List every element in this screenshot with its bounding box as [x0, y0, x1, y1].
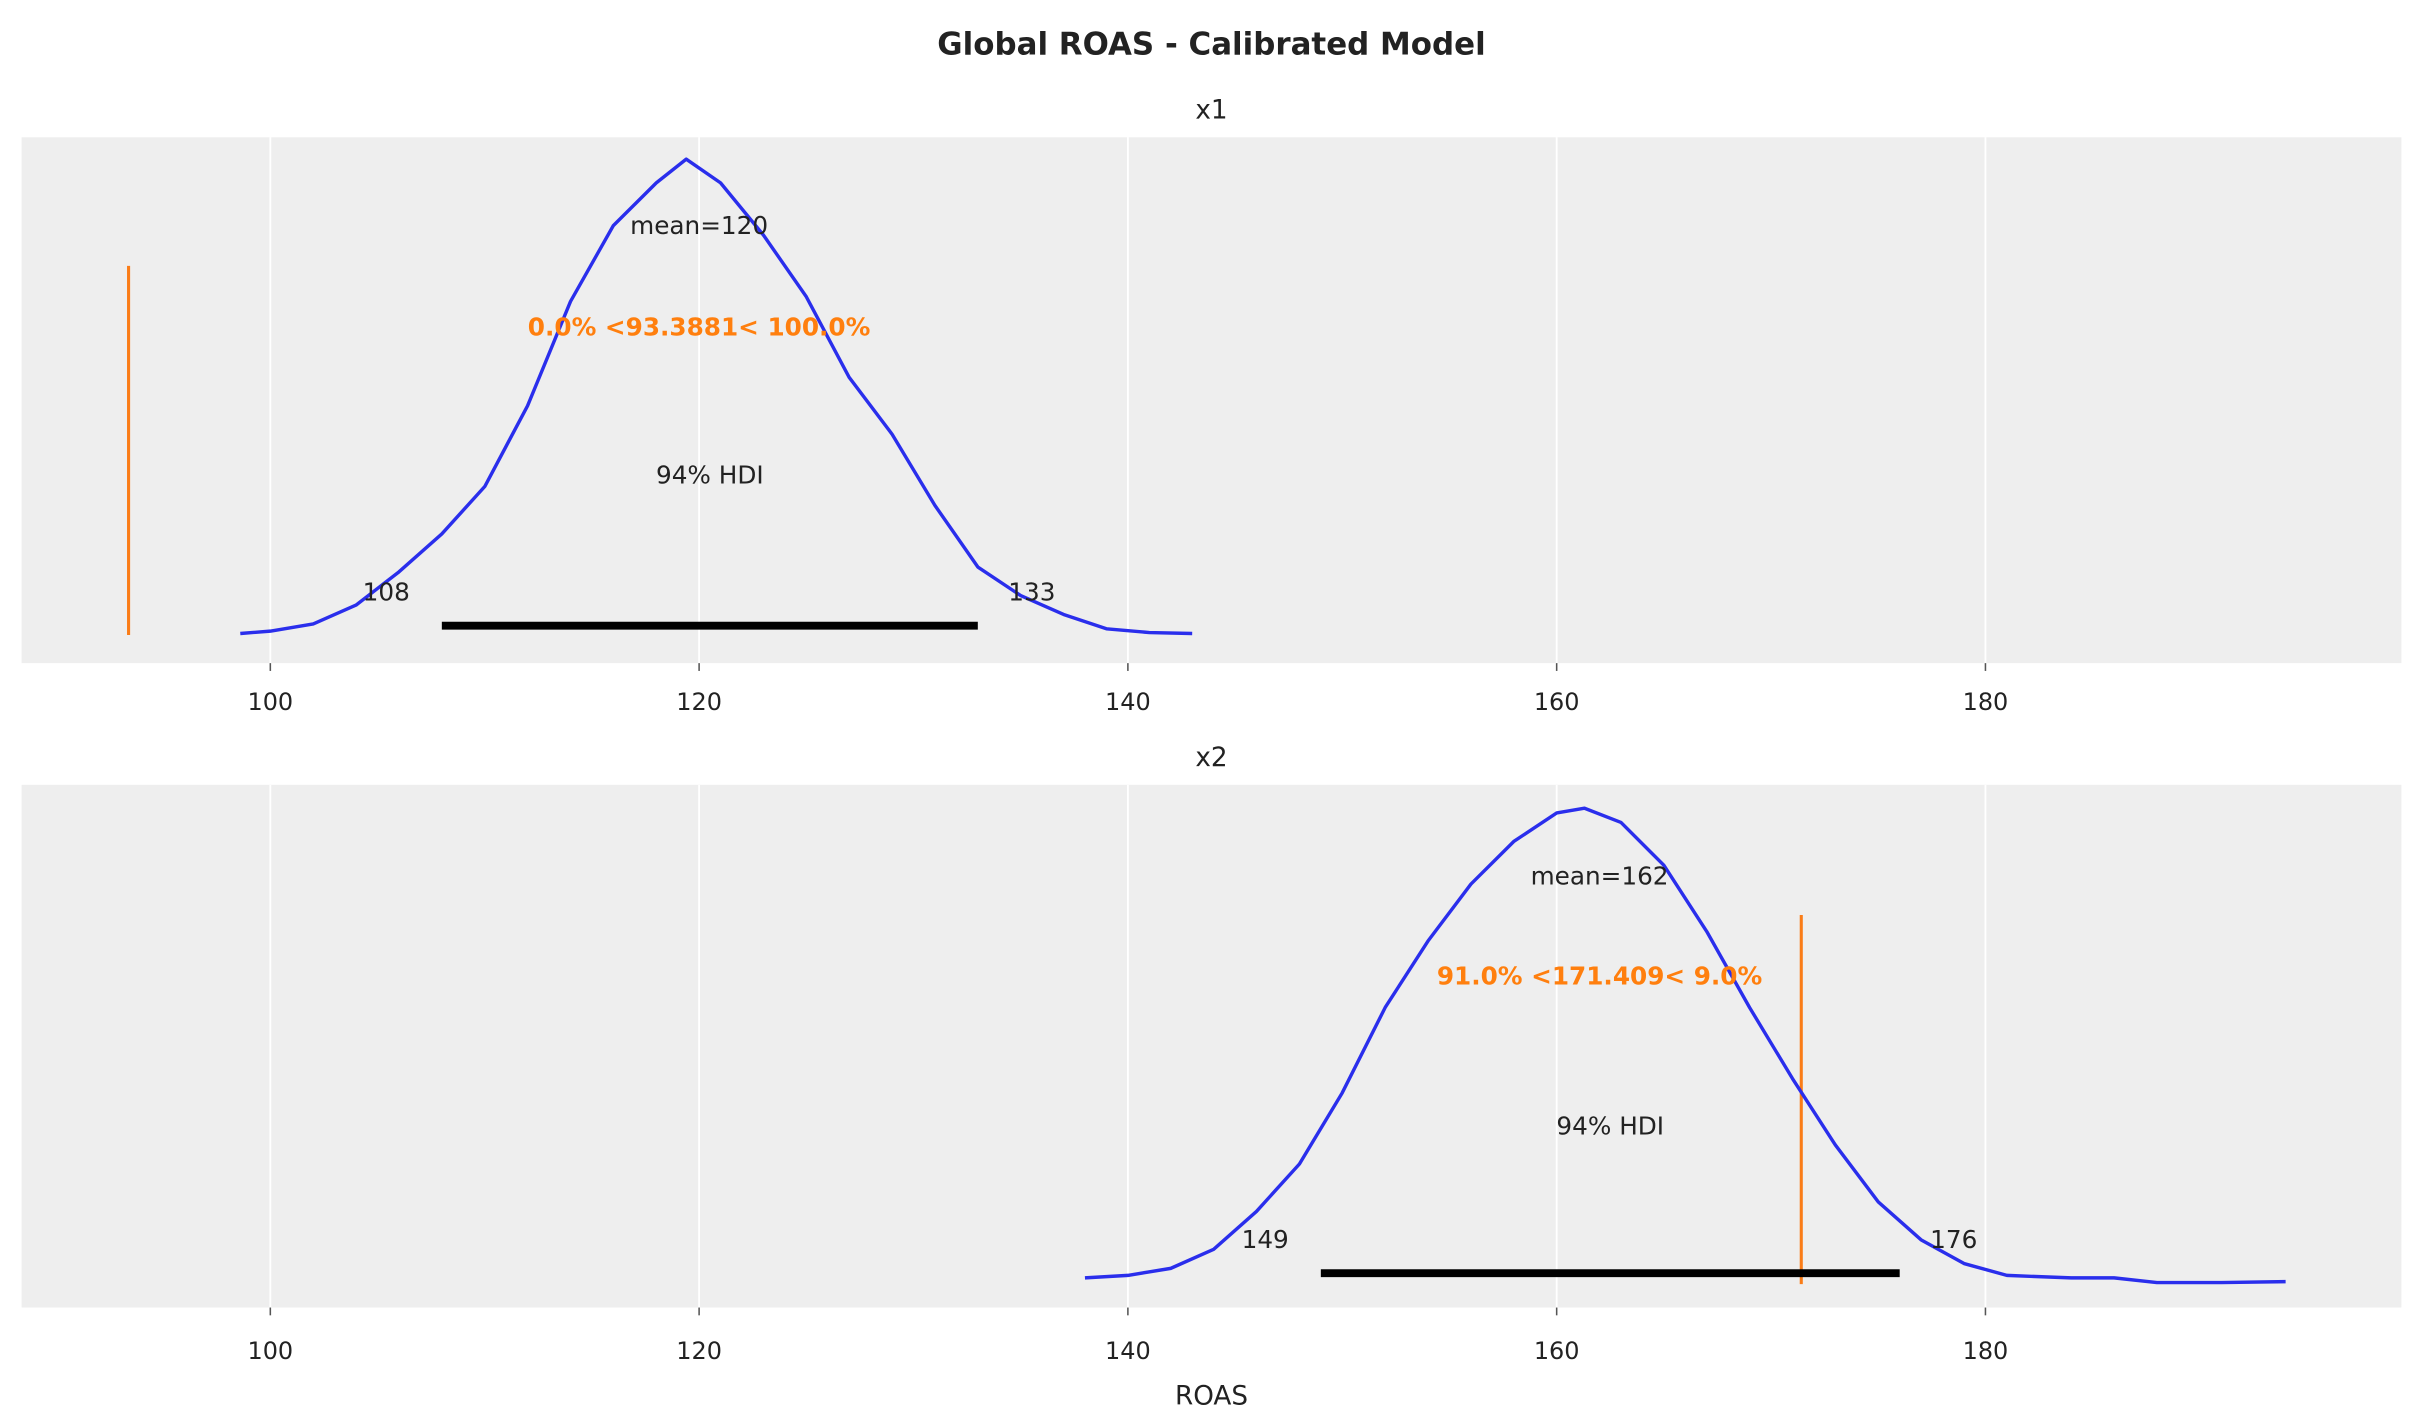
hdi-upper-label: 133: [1008, 578, 1055, 607]
mean-label: mean=120: [630, 211, 768, 240]
hdi-lower-label: 149: [1242, 1225, 1289, 1254]
plot-area: [21, 784, 2402, 1308]
kde-curve: [240, 157, 1193, 636]
hdi-label: 94% HDI: [656, 461, 764, 490]
hdi-upper-label: 176: [1930, 1225, 1977, 1254]
x-tick-label: 120: [676, 1337, 722, 1365]
hdi-lower-label: 108: [363, 578, 410, 607]
reference-label: 0.0% <93.3881< 100.0%: [528, 312, 871, 341]
plot-area: [21, 137, 2402, 664]
x-axis-label: ROAS: [1175, 1381, 1248, 1411]
x-tick-label: 140: [1105, 1337, 1151, 1365]
hdi-label: 94% HDI: [1556, 1111, 1664, 1140]
panel-x2: 100 120 140 160 180 x2 149 176 94% HDI mean=162 91…: [21, 743, 2402, 1365]
x-tick-label: 140: [1105, 688, 1151, 716]
mean-label: mean=162: [1531, 862, 1669, 891]
x-tick-label: 160: [1534, 688, 1580, 716]
x-tick-label: 120: [676, 688, 722, 716]
chart-suptitle: Global ROAS - Calibrated Model: [937, 26, 1485, 62]
x-tick-label: 100: [247, 688, 293, 716]
x-tick-label: 100: [247, 1337, 293, 1365]
x-tick-label: 180: [1963, 688, 2009, 716]
reference-label: 91.0% <171.409< 9.0%: [1437, 961, 1763, 990]
panel-title: x2: [1195, 743, 1227, 773]
kde-curve: [1084, 806, 2286, 1285]
x-tick-label: 160: [1534, 1337, 1580, 1365]
x-tick-label: 180: [1963, 1337, 2009, 1365]
panel-title: x1: [1195, 95, 1227, 125]
panel-x1: 100 120 140 160 180 x1 108 133 94% HDI mean=120 0.…: [21, 95, 2402, 716]
